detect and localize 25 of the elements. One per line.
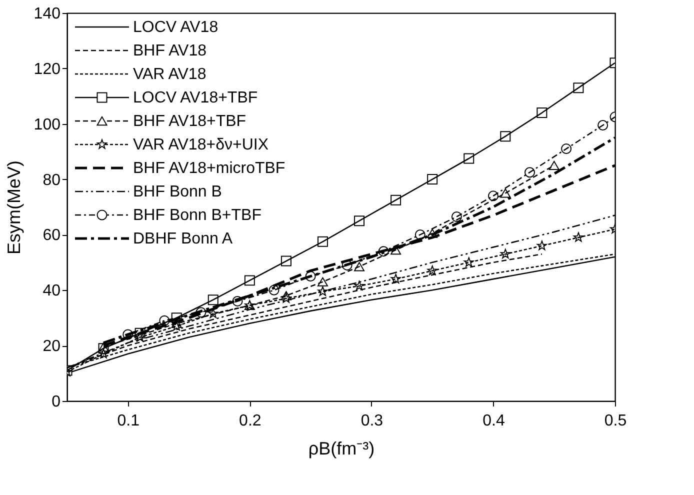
y-tick-label: 100 xyxy=(34,116,61,134)
legend-label: VAR AV18 xyxy=(133,66,206,83)
legend-label: VAR AV18+δν+UIX xyxy=(133,136,269,154)
y-tick-label: 60 xyxy=(42,227,61,244)
legend-label: BHF Bonn B+TBF xyxy=(133,207,262,224)
y-tick-label: 0 xyxy=(52,394,61,410)
y-axis-title: Esym(MeV) xyxy=(4,160,24,254)
legend-label: BHF Bonn B xyxy=(133,184,222,200)
x-tick-label: 0.1 xyxy=(117,412,140,430)
x-tick-label: 0.5 xyxy=(604,412,627,430)
legend-label: BHF AV18+microTBF xyxy=(133,160,286,177)
y-tick-label: 140 xyxy=(34,6,61,22)
legend-label: DBHF Bonn A xyxy=(133,230,233,248)
legend-label: LOCV AV18+TBF xyxy=(133,90,258,106)
x-axis-title: ρB(fm⁻³) xyxy=(308,438,375,458)
x-tick-label: 0.4 xyxy=(482,412,505,430)
x-tick-label: 0.3 xyxy=(360,412,384,430)
legend-label: LOCV AV18 xyxy=(133,19,218,36)
x-tick-label: 0.2 xyxy=(239,412,262,430)
legend-label: BHF AV18+TBF xyxy=(133,113,246,130)
y-tick-label: 80 xyxy=(42,172,61,189)
y-tick-label: 40 xyxy=(42,282,61,300)
y-tick-label: 120 xyxy=(34,60,61,78)
y-tick-label: 20 xyxy=(42,338,61,356)
legend-label: BHF AV18 xyxy=(133,42,207,60)
